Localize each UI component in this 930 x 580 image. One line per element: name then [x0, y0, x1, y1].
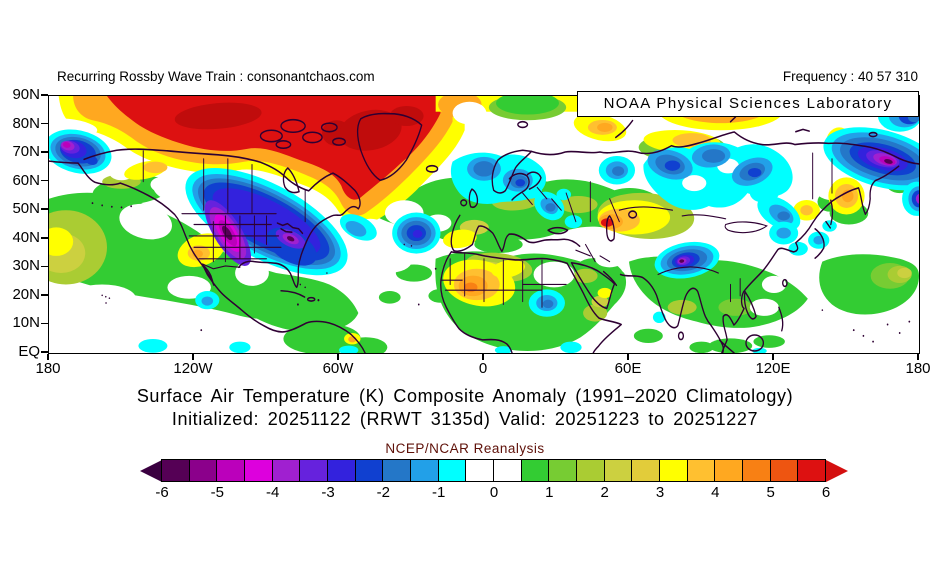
anomaly-colorbar: -6 -5 -4 -3 -2 -1 0 1 2 3 4 5 6: [140, 459, 848, 501]
atlantic-cold-blob: [392, 212, 441, 254]
plot-subtitle: Initialized: 20251122 (RRWT 3135d) Valid…: [171, 409, 759, 429]
lat-tick-label: EQ: [18, 343, 40, 360]
dateline-midlat-cold: [902, 181, 919, 216]
colorbar-tick-label: -3: [321, 484, 335, 501]
lat-tick-label: 60N: [12, 171, 40, 189]
noaa-psl-badge: NOAA Physical Sciences Laboratory: [577, 91, 919, 117]
colorbar-segment: [188, 459, 218, 482]
colorbar-tick-label: -4: [265, 484, 280, 501]
lon-tick-label: 120W: [173, 360, 213, 377]
lat-tick: [41, 294, 48, 296]
colorbar-segment: [161, 459, 190, 482]
colorbar-under-arrow: [140, 459, 162, 482]
lon-tick-label: 180: [35, 360, 61, 377]
sudan-cold-blob: [528, 289, 565, 317]
colorbar-segment: [382, 459, 412, 482]
anomaly-map: [49, 96, 919, 353]
lat-tick-label: 80N: [12, 114, 40, 132]
lon-tick: [337, 353, 339, 360]
colorbar-segment: [493, 459, 522, 482]
lat-tick: [41, 122, 48, 125]
colorbar-tick-label: 3: [655, 484, 665, 501]
siberia-cold-mass: [643, 142, 801, 231]
lat-tick-label: 50N: [12, 200, 40, 218]
lat-tick-label: 10N: [12, 314, 40, 332]
colorbar-tick-label: -1: [431, 484, 446, 501]
tibet-cold-blob: [654, 241, 720, 279]
colorbar-tick-label: 0: [489, 484, 499, 501]
lat-tick: [41, 208, 48, 210]
colorbar-tick-label: 2: [600, 484, 609, 501]
lat-tick-label: 70N: [12, 143, 40, 161]
colorbar-tick-label: -5: [210, 484, 224, 501]
colorbar-segment: [631, 459, 661, 482]
lat-tick-label: 40N: [12, 228, 40, 246]
lat-tick: [41, 151, 48, 153]
lon-tick-label: 120E: [755, 360, 791, 377]
colorbar-tick-label: -2: [376, 484, 390, 501]
colorbar-tick-label: -6: [155, 484, 169, 501]
ne-siberia-cold-blob: [823, 127, 919, 191]
lat-tick: [41, 351, 48, 353]
frequency-caption: Frequency : 40 57 310: [782, 69, 918, 84]
island-dots: [91, 202, 911, 343]
lon-tick: [482, 353, 484, 360]
colorbar-segment: [603, 459, 633, 482]
lat-tick-label: 90N: [12, 86, 40, 103]
colorbar-segment: [520, 459, 550, 482]
lon-tick-label: 180: [905, 360, 930, 377]
colorbar-over-arrow: [826, 459, 848, 482]
dataset-label: NCEP/NCAR Reanalysis: [385, 441, 545, 456]
colorbar-segment: [216, 459, 246, 482]
lon-tick: [192, 353, 194, 360]
lon-tick: [917, 353, 919, 360]
bering-cold-blob: [49, 129, 112, 174]
lat-tick-label: 20N: [12, 285, 40, 303]
east-asia-cyan-spots: [769, 220, 837, 256]
colorbar-segment: [354, 459, 384, 482]
lon-tick: [47, 353, 49, 360]
colorbar-segment: [548, 459, 578, 482]
colorbar-segment: [327, 459, 356, 482]
colorbar-segment: [742, 459, 771, 482]
source-caption: Recurring Rossby Wave Train : consonantc…: [57, 69, 375, 84]
lat-tick: [41, 179, 48, 182]
colorbar-tick-label: 6: [821, 484, 831, 501]
country-borders: [142, 150, 833, 308]
colorbar-segment: [271, 459, 301, 482]
colorbar-tick-label: 1: [545, 484, 554, 501]
colorbar-segment: [299, 459, 329, 482]
colorbar-segment: [465, 459, 495, 482]
lon-tick-label: 0: [478, 360, 488, 377]
lon-tick: [627, 353, 629, 360]
lat-tick: [41, 322, 48, 325]
lat-tick: [41, 94, 48, 96]
colorbar-segment: [410, 459, 439, 482]
colorbar-segment: [576, 459, 605, 482]
colorbar-segment: [769, 459, 799, 482]
lat-tick: [41, 237, 48, 239]
colorbar-segment: [714, 459, 744, 482]
ural-cold: [598, 155, 636, 185]
colorbar-segment: [797, 459, 827, 482]
lat-tick-label: 30N: [12, 257, 40, 275]
anomaly-map-frame: [48, 95, 920, 354]
colorbar-segments: [161, 459, 827, 482]
colorbar-tick-label: 4: [711, 484, 720, 501]
colorbar-tick-label: 5: [766, 484, 775, 501]
lat-tick: [41, 265, 48, 268]
colorbar-segment: [244, 459, 273, 482]
plot-title: Surface Air Temperature (K) Composite An…: [136, 386, 794, 406]
colorbar-segment: [686, 459, 716, 482]
lon-tick-label: 60E: [614, 360, 642, 377]
colorbar-row: [140, 459, 848, 482]
lon-tick: [772, 353, 774, 360]
colorbar-segment: [437, 459, 467, 482]
us-east-core: [275, 228, 306, 249]
lon-tick-label: 60W: [322, 360, 354, 377]
colorbar-segment: [659, 459, 688, 482]
